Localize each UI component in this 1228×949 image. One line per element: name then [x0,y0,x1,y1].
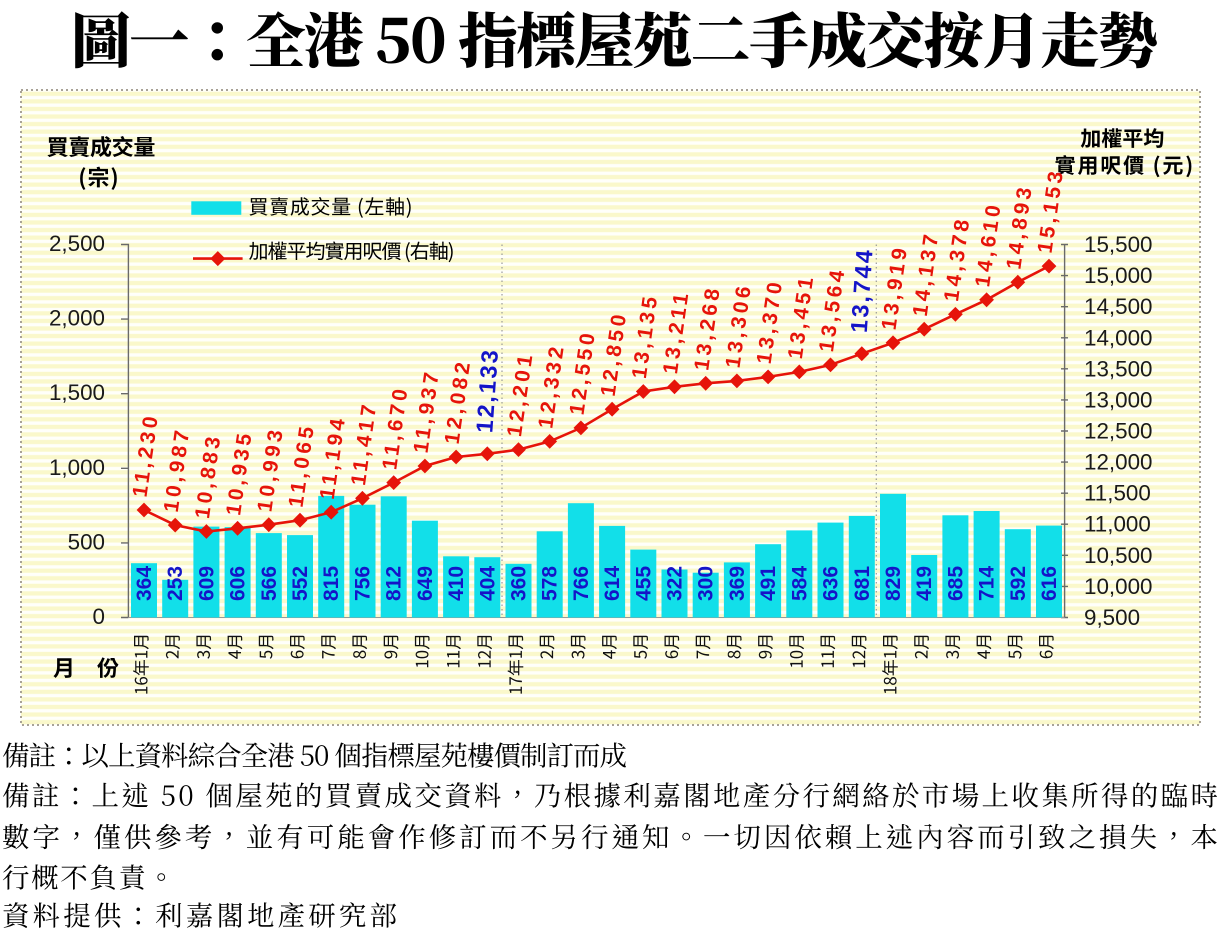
svg-text:12,133: 12,133 [471,347,503,434]
svg-text:253: 253 [164,566,187,601]
svg-text:829: 829 [882,566,905,601]
svg-text:13,744: 13,744 [846,247,878,334]
svg-text:419: 419 [913,566,936,601]
svg-text:404: 404 [476,566,499,601]
svg-text:756: 756 [351,566,374,601]
svg-text:0: 0 [93,604,105,629]
svg-text:455: 455 [632,566,655,601]
svg-text:714: 714 [976,566,999,601]
svg-text:766: 766 [570,566,593,601]
svg-text:10,500: 10,500 [1084,543,1152,568]
svg-text:606: 606 [227,566,250,601]
svg-text:614: 614 [601,566,624,601]
svg-text:566: 566 [258,566,281,601]
svg-text:2,500: 2,500 [49,231,105,256]
svg-text:12,500: 12,500 [1084,419,1152,444]
svg-text:14,500: 14,500 [1084,294,1152,319]
svg-text:685: 685 [944,566,967,601]
svg-text:10,000: 10,000 [1084,574,1152,599]
svg-text:491: 491 [757,566,780,601]
svg-text:12,000: 12,000 [1084,450,1152,475]
svg-text:322: 322 [664,566,687,601]
svg-text:11,000: 11,000 [1084,512,1151,537]
svg-text:2,000: 2,000 [49,306,105,331]
svg-text:592: 592 [1007,566,1030,601]
svg-text:578: 578 [539,566,562,601]
svg-text:360: 360 [508,566,531,601]
svg-text:1,500: 1,500 [49,380,105,405]
svg-text:13,000: 13,000 [1084,387,1152,412]
svg-text:609: 609 [195,566,218,601]
svg-text:13,500: 13,500 [1084,356,1152,381]
svg-text:636: 636 [820,566,843,601]
svg-text:364: 364 [133,566,156,601]
svg-text:815: 815 [320,566,343,601]
svg-text:11,500: 11,500 [1084,481,1151,506]
svg-text:616: 616 [1038,566,1061,601]
svg-text:9,500: 9,500 [1084,605,1140,630]
svg-text:681: 681 [851,566,874,601]
svg-text:410: 410 [445,566,468,601]
svg-text:812: 812 [383,566,406,601]
svg-text:300: 300 [695,566,718,601]
svg-text:500: 500 [68,529,105,554]
svg-text:15,000: 15,000 [1084,263,1152,288]
svg-text:552: 552 [289,566,312,601]
svg-text:15,500: 15,500 [1084,232,1152,257]
svg-text:14,000: 14,000 [1084,325,1152,350]
svg-text:369: 369 [726,566,749,601]
svg-text:1,000: 1,000 [49,455,105,480]
svg-text:649: 649 [414,566,437,601]
svg-text:584: 584 [788,566,811,601]
